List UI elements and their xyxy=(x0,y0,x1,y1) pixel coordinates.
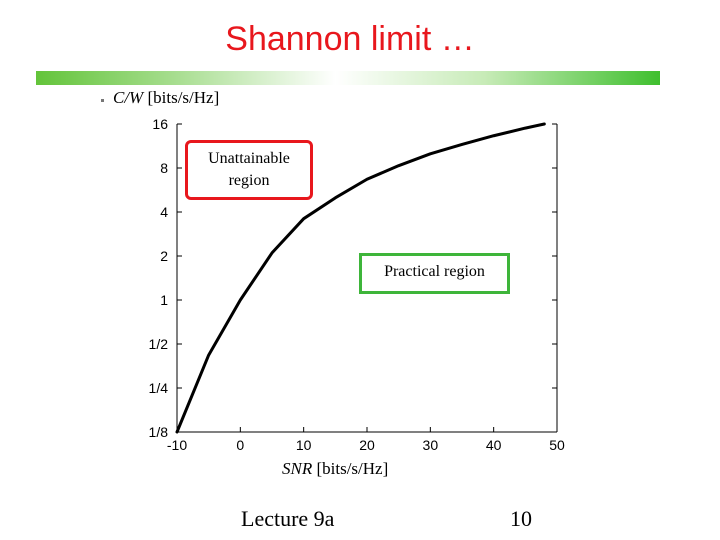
x-tick-label: 0 xyxy=(236,437,244,453)
practical-region-callout: Practical region xyxy=(359,253,510,294)
x-axis-unit: [bits/s/Hz] xyxy=(312,459,389,478)
y-tick-label: 2 xyxy=(160,248,168,264)
y-tick-label: 4 xyxy=(160,204,168,220)
footer-lecture-label: Lecture 9a xyxy=(241,506,335,531)
y-tick-label: 1/2 xyxy=(149,336,169,352)
unattainable-callout-line1: Unattainable xyxy=(208,150,290,167)
unattainable-callout-line2: region xyxy=(228,172,270,189)
footer-page-number: 10 xyxy=(510,506,532,531)
x-axis-ticks: -10 0 10 20 30 40 50 xyxy=(167,427,565,453)
y-tick-label: 16 xyxy=(152,116,168,132)
y-tick-label: 1/4 xyxy=(149,380,169,396)
y-tick-label: 8 xyxy=(160,160,168,176)
x-axis-variable: SNR xyxy=(282,459,313,478)
y-tick-label: 1 xyxy=(160,292,168,308)
x-tick-label: 40 xyxy=(486,437,502,453)
x-tick-label: 10 xyxy=(296,437,312,453)
chart-series xyxy=(175,122,546,434)
x-tick-label: 30 xyxy=(423,437,439,453)
y-axis-variable: C/W xyxy=(113,88,144,107)
slide-title: Shannon limit … xyxy=(225,20,475,58)
x-tick-label: -10 xyxy=(167,437,187,453)
x-axis-label: SNR [bits/s/Hz] xyxy=(282,459,388,479)
y-tick-label: 1/8 xyxy=(149,424,169,440)
y-axis-unit: [bits/s/Hz] xyxy=(143,88,220,107)
title-divider xyxy=(36,71,660,85)
x-tick-label: 50 xyxy=(549,437,565,453)
capacity-curve xyxy=(175,122,546,434)
y-axis-label: C/W [bits/s/Hz] xyxy=(113,88,219,108)
y-axis-ticks: 1/8 1/4 1/2 1 2 4 8 16 xyxy=(149,116,557,440)
x-tick-label: 20 xyxy=(359,437,375,453)
bullet-marker xyxy=(101,99,104,102)
unattainable-region-callout: Unattainable region xyxy=(185,140,313,200)
